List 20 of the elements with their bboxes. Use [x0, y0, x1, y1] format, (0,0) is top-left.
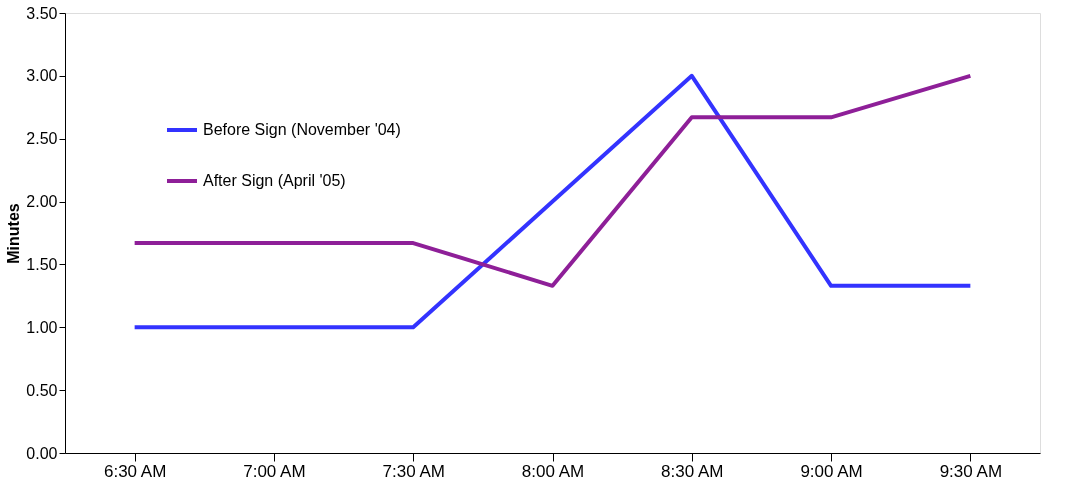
y-tick-label: 1.50 [26, 255, 58, 273]
legend-label: Before Sign (November '04) [203, 121, 401, 138]
x-tick-label: 7:30 AM [382, 461, 445, 481]
y-axis-title: Minutes [5, 203, 23, 264]
x-tick-label: 6:30 AM [103, 461, 167, 481]
y-tick-label: 0.50 [26, 381, 58, 399]
x-tick-label: 9:00 AM [800, 461, 863, 481]
x-tick-label: 8:30 AM [661, 461, 724, 481]
y-tick-label: 1.00 [26, 318, 58, 336]
y-tick-label: 2.50 [26, 130, 58, 148]
y-tick-label: 3.50 [26, 4, 58, 22]
line-series [132, 73, 973, 288]
y-tick-label: 0.00 [26, 444, 58, 462]
x-tick-label: 9:30 AM [939, 461, 1003, 481]
y-tick-label: 2.00 [26, 193, 58, 211]
x-tick-label: 7:00 AM [243, 461, 306, 481]
line-series [132, 73, 973, 330]
legend-label: After Sign (April '05) [203, 172, 346, 189]
y-tick-label: 3.00 [26, 67, 58, 85]
x-tick-label: 8:00 AM [521, 461, 585, 481]
